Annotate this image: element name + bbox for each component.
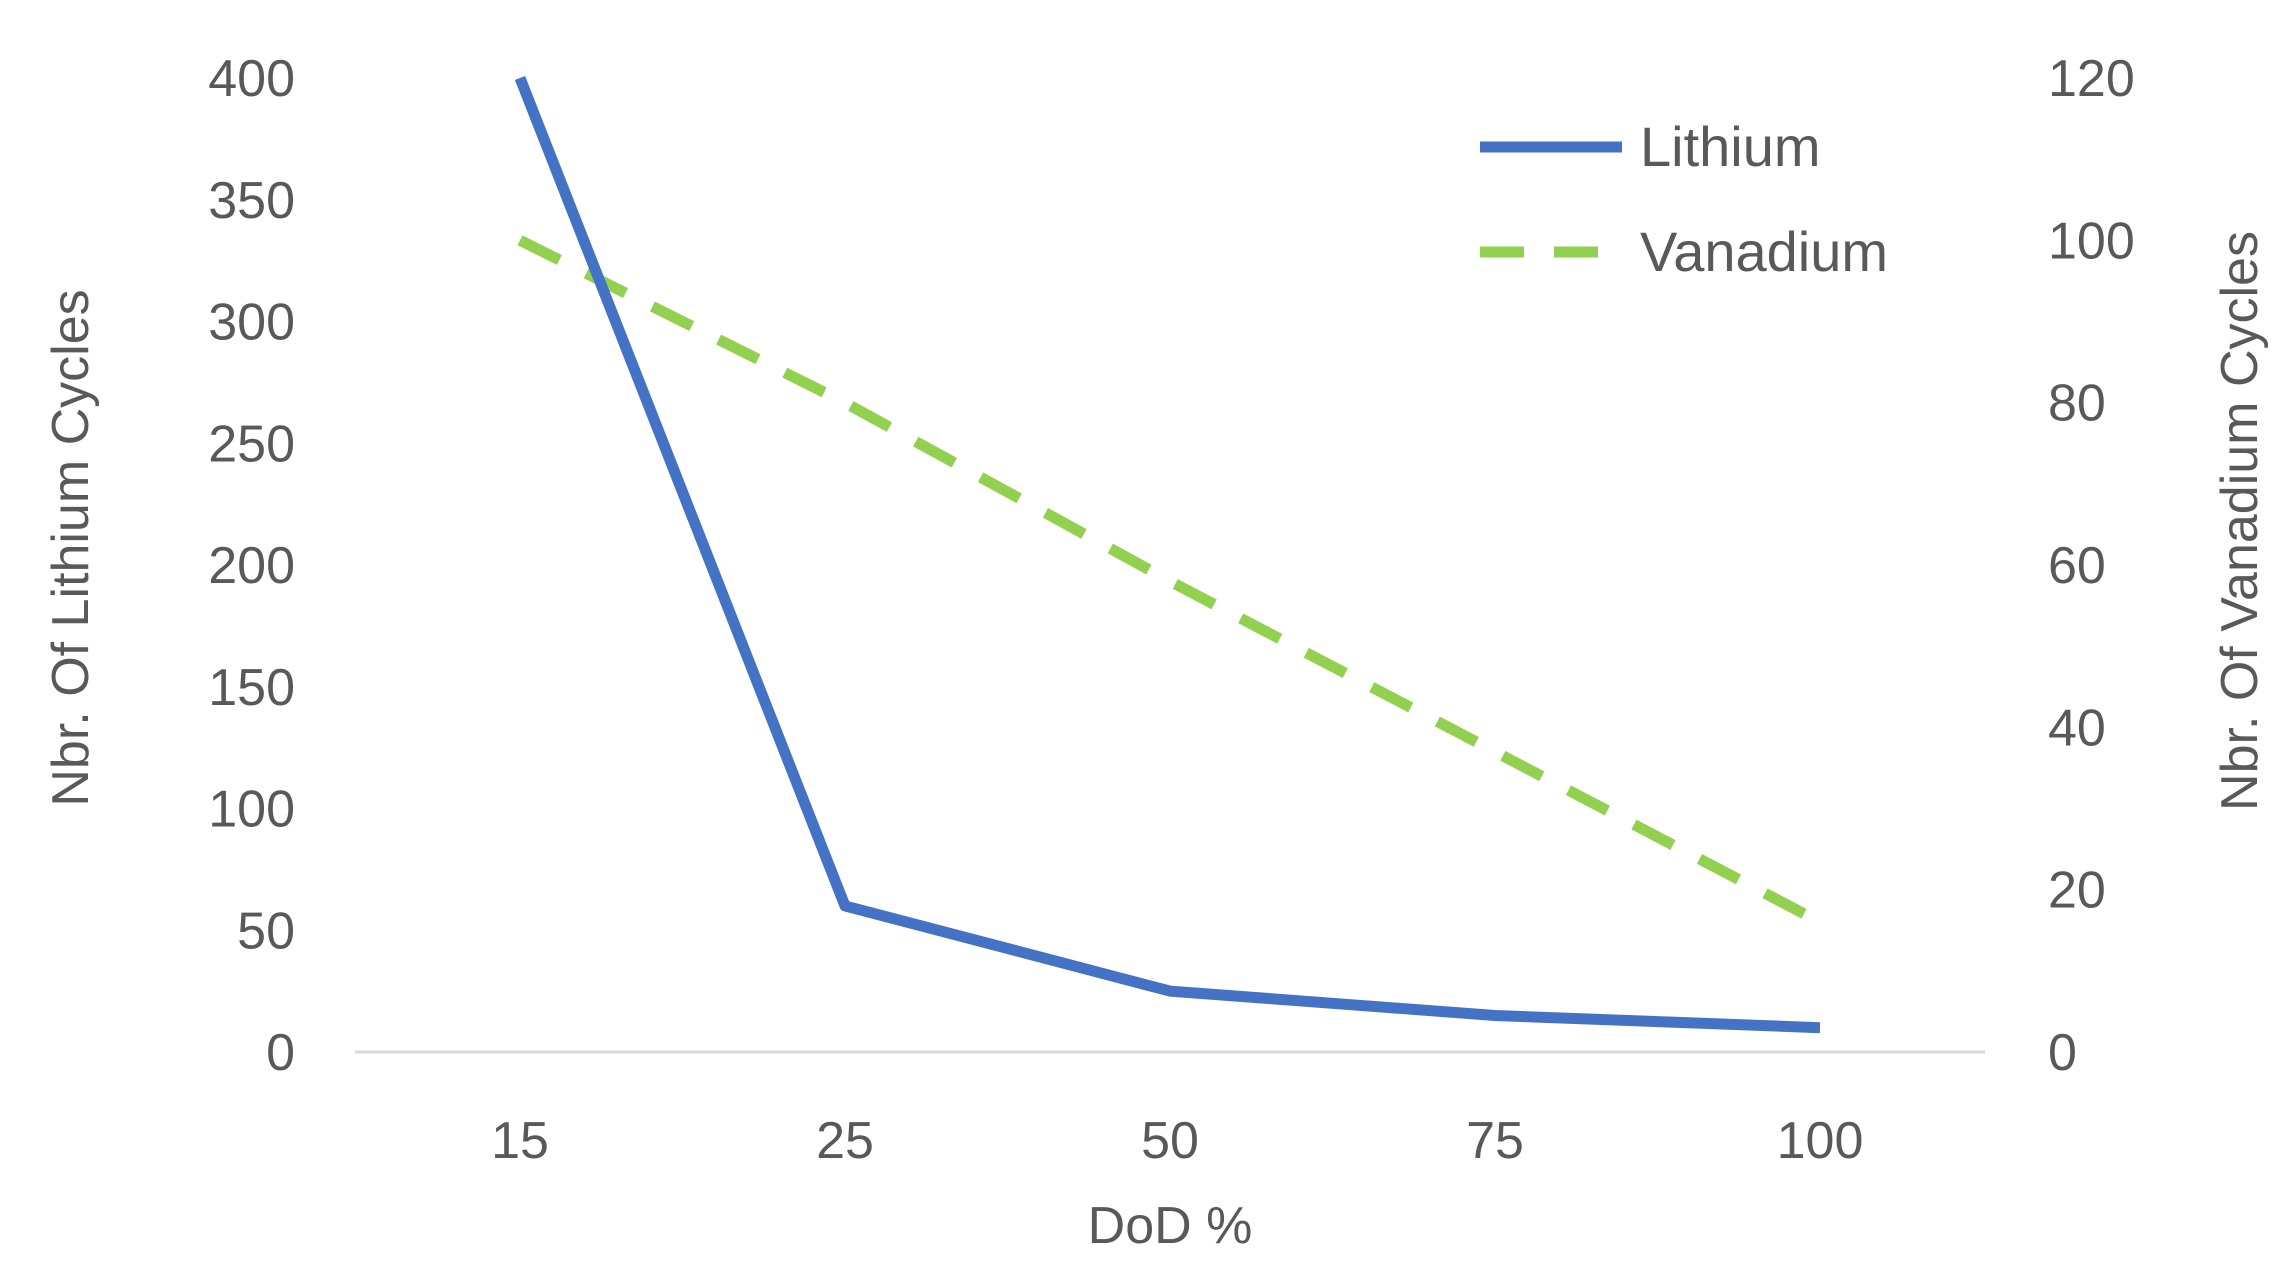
left-axis-title: Nbr. Of Lithium Cycles [42, 289, 100, 806]
left-tick-label: 250 [208, 415, 295, 473]
x-tick-label: 25 [816, 1112, 874, 1170]
left-tick-label: 350 [208, 172, 295, 230]
left-tick-label: 400 [208, 50, 295, 108]
series-line-vanadium [517, 235, 1823, 927]
left-tick-label: 50 [237, 902, 295, 960]
x-axis-ticks: 15 25 50 75 100 [491, 1112, 1863, 1170]
x-tick-label: 100 [1777, 1112, 1864, 1170]
series-line-lithium [514, 75, 1821, 1034]
left-axis-ticks: 0 50 100 150 200 250 300 350 400 [208, 50, 295, 1082]
x-axis-title: DoD % [1088, 1197, 1253, 1255]
right-tick-label: 60 [2048, 537, 2106, 595]
right-tick-label: 20 [2048, 862, 2106, 920]
legend: Lithium Vanadium [1480, 115, 1888, 283]
right-tick-label: 40 [2048, 699, 2106, 757]
left-tick-label: 0 [266, 1024, 295, 1082]
right-tick-label: 120 [2048, 50, 2135, 108]
right-axis-ticks: 0 20 40 60 80 100 120 [2048, 50, 2135, 1082]
right-tick-label: 80 [2048, 375, 2106, 433]
right-tick-label: 0 [2048, 1024, 2077, 1082]
x-tick-label: 75 [1466, 1112, 1524, 1170]
left-tick-label: 200 [208, 537, 295, 595]
legend-label-vanadium: Vanadium [1640, 220, 1888, 283]
x-tick-label: 50 [1141, 1112, 1199, 1170]
legend-label-lithium: Lithium [1640, 115, 1821, 178]
left-tick-label: 100 [208, 781, 295, 839]
right-tick-label: 100 [2048, 212, 2135, 270]
left-tick-label: 150 [208, 659, 295, 717]
right-axis-title: Nbr. Of Vanadium Cycles [2211, 231, 2269, 811]
left-tick-label: 300 [208, 294, 295, 352]
x-tick-label: 15 [491, 1112, 549, 1170]
series-layer [514, 75, 1823, 1034]
